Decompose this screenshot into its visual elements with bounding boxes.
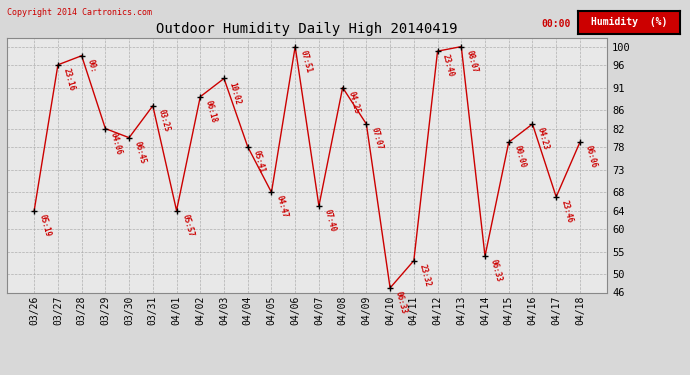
Text: 23:40: 23:40 (441, 54, 456, 78)
Text: 04:23: 04:23 (536, 126, 551, 151)
Text: 07:40: 07:40 (322, 208, 337, 233)
Text: 07:51: 07:51 (299, 49, 313, 74)
Text: Humidity  (%): Humidity (%) (591, 17, 667, 27)
Text: 23:16: 23:16 (61, 67, 76, 92)
Text: 06:45: 06:45 (132, 140, 148, 165)
Text: 05:41: 05:41 (251, 149, 266, 174)
Text: 23:32: 23:32 (417, 263, 432, 288)
Text: 06:06: 06:06 (584, 144, 598, 169)
Text: 00:: 00: (85, 58, 97, 74)
Text: 07:07: 07:07 (370, 126, 384, 151)
Text: 04:06: 04:06 (109, 131, 124, 156)
Text: 06:33: 06:33 (489, 258, 503, 283)
Text: 00:00: 00:00 (512, 144, 527, 169)
Text: 23:46: 23:46 (560, 199, 574, 224)
Title: Outdoor Humidity Daily High 20140419: Outdoor Humidity Daily High 20140419 (157, 22, 457, 36)
Text: 04:25: 04:25 (346, 90, 361, 114)
Text: 03:25: 03:25 (157, 108, 171, 133)
Text: 08:07: 08:07 (465, 49, 480, 74)
Text: 05:57: 05:57 (180, 213, 195, 237)
Text: 04:47: 04:47 (275, 195, 290, 219)
Text: 06:33: 06:33 (394, 290, 408, 315)
Text: 00:00: 00:00 (542, 20, 571, 29)
Text: 10:02: 10:02 (228, 81, 242, 105)
Text: 06:18: 06:18 (204, 99, 219, 124)
Text: 05:19: 05:19 (38, 213, 52, 237)
Text: Copyright 2014 Cartronics.com: Copyright 2014 Cartronics.com (7, 8, 152, 17)
